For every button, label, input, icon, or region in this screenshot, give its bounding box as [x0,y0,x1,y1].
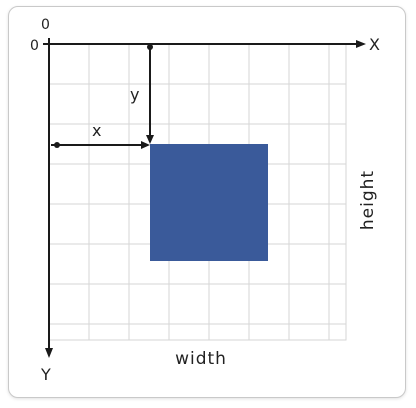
target-rectangle [150,144,268,261]
x-offset-arrowhead [141,141,150,149]
width-label: width [175,349,227,369]
y-offset-start-dot [147,44,153,50]
height-label: height [358,170,378,230]
y-axis-label: Y [40,365,51,384]
y-axis-arrowhead [45,348,53,358]
y-offset-arrowhead [146,135,154,144]
x-axis-label: X [369,35,380,54]
origin-x-label: 0 [41,17,50,33]
x-axis-arrowhead [356,40,366,48]
y-offset-label: y [130,85,139,104]
x-offset-label: x [92,121,101,140]
origin-y-label: 0 [30,38,39,54]
x-offset-start-dot [54,142,60,148]
